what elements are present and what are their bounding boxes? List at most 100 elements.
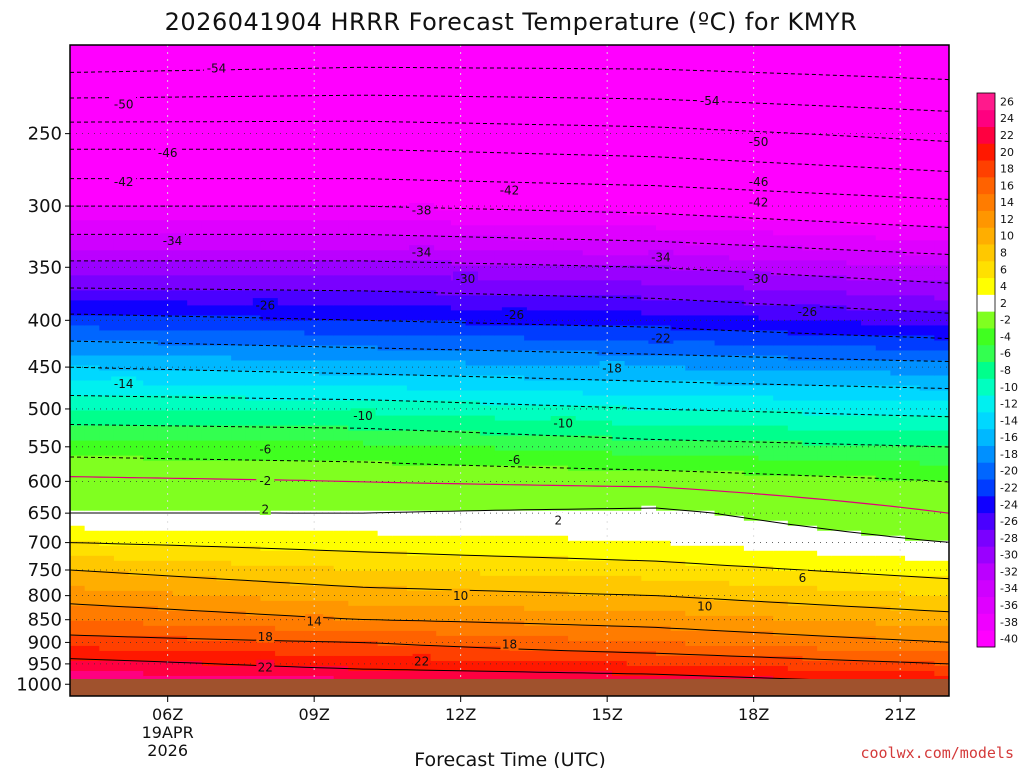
heatmap-cell (187, 395, 203, 402)
heatmap-cell (524, 560, 540, 567)
heatmap-cell (509, 665, 525, 672)
heatmap-cell (494, 330, 511, 337)
heatmap-cell (84, 150, 100, 156)
heatmap-cell (128, 620, 144, 627)
heatmap-cell (113, 665, 130, 672)
heatmap-cell (157, 560, 174, 567)
heatmap-cell (597, 380, 613, 387)
heatmap-cell (348, 655, 364, 662)
heatmap-cell (70, 205, 86, 211)
heatmap-cell (289, 60, 305, 66)
heatmap-cell (231, 625, 247, 632)
heatmap-cell (582, 495, 598, 502)
heatmap-cell (99, 80, 115, 86)
heatmap-cell (70, 215, 86, 221)
heatmap-cell (245, 520, 262, 527)
heatmap-cell (157, 585, 174, 592)
heatmap-cell (143, 235, 159, 241)
heatmap-cell (289, 385, 305, 392)
heatmap-cell (363, 190, 379, 196)
heatmap-cell (363, 515, 379, 522)
heatmap-cell (70, 365, 86, 372)
heatmap-cell (216, 285, 232, 291)
heatmap-cell (348, 675, 364, 682)
heatmap-cell (172, 610, 188, 617)
heatmap-cell (553, 480, 569, 487)
heatmap-cell (363, 165, 379, 171)
heatmap-cell (450, 525, 467, 532)
heatmap-cell (538, 625, 555, 632)
heatmap-cell (333, 125, 349, 131)
heatmap-cell (319, 255, 335, 261)
heatmap-cell (582, 410, 598, 417)
heatmap-cell (377, 220, 393, 226)
heatmap-cell (172, 265, 188, 271)
heatmap-cell (231, 295, 247, 301)
heatmap-cell (260, 55, 276, 61)
heatmap-cell (231, 545, 247, 552)
heatmap-cell (187, 180, 203, 186)
heatmap-cell (70, 660, 86, 667)
heatmap-cell (99, 360, 115, 367)
heatmap-cell (333, 290, 349, 296)
heatmap-cell (128, 600, 144, 607)
heatmap-cell (99, 650, 115, 657)
heatmap-cell (582, 165, 598, 171)
heatmap-cell (436, 435, 452, 442)
heatmap-cell (363, 535, 379, 542)
heatmap-cell (538, 480, 555, 487)
heatmap-cell (612, 80, 628, 86)
heatmap-cell (524, 590, 540, 597)
heatmap-cell (70, 140, 86, 146)
heatmap-cell (157, 115, 174, 121)
heatmap-cell (363, 425, 379, 432)
heatmap-cell (582, 210, 598, 216)
heatmap-cell (626, 300, 642, 306)
heatmap-cell (157, 225, 174, 231)
heatmap-cell (113, 145, 130, 151)
heatmap-cell (70, 185, 86, 191)
heatmap-cell (289, 150, 305, 156)
heatmap-cell (216, 75, 232, 81)
heatmap-cell (245, 75, 262, 81)
heatmap-cell (216, 185, 232, 191)
heatmap-cell (421, 560, 437, 567)
heatmap-cell (494, 545, 511, 552)
heatmap-cell (363, 435, 379, 442)
heatmap-cell (172, 500, 188, 507)
heatmap-cell (172, 180, 188, 186)
heatmap-cell (363, 475, 379, 482)
heatmap-cell (333, 225, 349, 231)
heatmap-cell (201, 330, 218, 337)
heatmap-cell (363, 640, 379, 647)
heatmap-cell (568, 50, 584, 56)
heatmap-cell (348, 635, 364, 642)
heatmap-cell (319, 385, 335, 392)
heatmap-cell (216, 425, 232, 432)
heatmap-cell (406, 370, 423, 377)
heatmap-cell (553, 570, 569, 577)
heatmap-cell (421, 675, 437, 682)
heatmap-cell (172, 190, 188, 196)
heatmap-cell (275, 565, 291, 572)
heatmap-cell (450, 360, 467, 367)
heatmap-cell (450, 395, 467, 402)
heatmap-cell (480, 515, 496, 522)
heatmap-cell (99, 70, 115, 76)
heatmap-cell (597, 635, 613, 642)
heatmap-cell (450, 195, 467, 201)
heatmap-cell (260, 350, 276, 357)
heatmap-cell (275, 320, 291, 327)
heatmap-cell (333, 310, 349, 317)
heatmap-cell (450, 375, 467, 382)
heatmap-cell (172, 440, 188, 447)
heatmap-cell (612, 615, 628, 622)
heatmap-cell (289, 345, 305, 352)
heatmap-cell (538, 560, 555, 567)
heatmap-cell (524, 460, 540, 467)
heatmap-cell (597, 300, 613, 306)
heatmap-cell (568, 485, 584, 492)
heatmap-cell (436, 485, 452, 492)
heatmap-cell (553, 485, 569, 492)
heatmap-cell (289, 285, 305, 291)
